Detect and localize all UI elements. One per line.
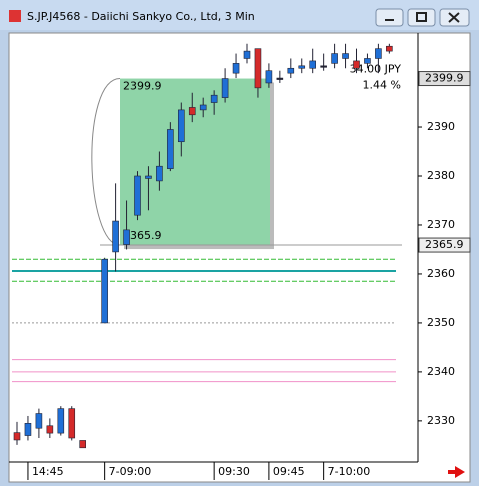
range-percent: 1.44 % (363, 79, 401, 92)
price-tag (418, 71, 471, 87)
candle-body (178, 109, 185, 143)
candle-body (101, 258, 108, 324)
range-top-label: 2399.9 (123, 80, 162, 93)
price-tag-label: 2365.9 (425, 238, 464, 251)
range-box (120, 78, 270, 246)
candle-body (210, 94, 218, 103)
range-bottom-label: 2365.9 (123, 229, 162, 242)
candle-body (13, 432, 21, 441)
range-change: 34.00 JPY (350, 63, 402, 76)
candle-body (386, 45, 393, 52)
y-tick-label: 2390 (427, 120, 455, 133)
x-tick-label: 09:45 (273, 465, 305, 478)
candle-body (112, 220, 119, 253)
candle-body (123, 229, 130, 245)
x-tick-label: 14:45 (32, 465, 64, 478)
candle-body (320, 65, 327, 68)
x-tick-label: 7-09:00 (109, 465, 152, 478)
candle-body (156, 165, 163, 182)
range-arc (91, 78, 121, 246)
close-icon (448, 12, 460, 23)
y-tick-label: 2370 (427, 218, 455, 231)
candle-body (331, 53, 338, 64)
y-tick-label: 2350 (427, 316, 455, 329)
candle-body (342, 53, 349, 59)
app-icon (9, 10, 21, 22)
candle-body (35, 413, 43, 429)
candle-body (265, 70, 273, 84)
y-tick-label: 2360 (427, 267, 455, 280)
candle-body (145, 175, 152, 179)
scroll-arrow[interactable] (448, 466, 465, 478)
candle-body (167, 129, 174, 169)
price-tag (418, 237, 471, 253)
candle-body (364, 58, 371, 64)
candle-body (68, 408, 76, 439)
candle-body (232, 63, 240, 74)
price-tag-label: 2399.9 (425, 72, 464, 85)
y-tick-label: 2380 (427, 169, 455, 182)
candle-body (79, 440, 86, 449)
candle-body (199, 104, 207, 111)
restore-icon (416, 12, 427, 22)
candle-body (353, 60, 360, 69)
candle-body (276, 77, 284, 80)
candle-body (243, 50, 251, 59)
y-tick-label: 2330 (427, 414, 455, 427)
restore-button[interactable] (407, 8, 436, 27)
x-tick-label: 09:30 (218, 465, 250, 478)
minimize-button[interactable] (375, 8, 404, 27)
candle-body (188, 107, 196, 116)
candle-body (298, 65, 306, 69)
minimize-icon (385, 19, 394, 21)
candle-body (134, 175, 141, 216)
candle-body (57, 408, 65, 434)
candle-body (287, 67, 295, 74)
candle-body (254, 48, 262, 89)
candle-body (309, 60, 317, 69)
window-title: S.JP.J4568 - Daiichi Sankyo Co., Ltd, 3 … (27, 10, 255, 23)
candle-body (221, 78, 229, 98)
candle-body (24, 423, 32, 436)
candle-body (375, 48, 382, 59)
candle-body (46, 425, 54, 434)
y-tick-label: 2340 (427, 365, 455, 378)
x-tick-label: 7-10:00 (328, 465, 371, 478)
